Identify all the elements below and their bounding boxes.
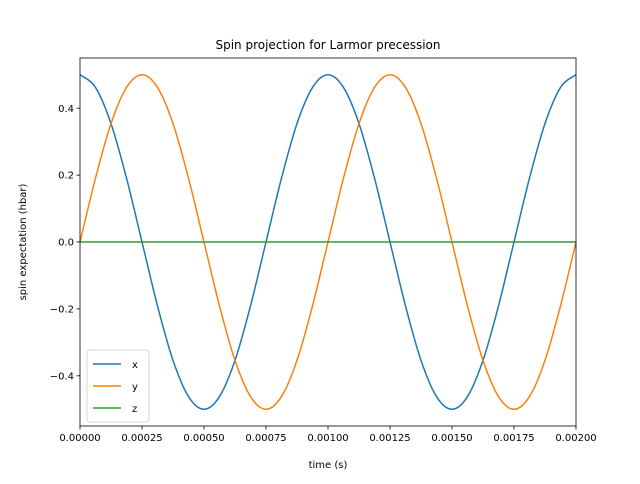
series-layer (79, 73, 577, 411)
y-tick-label: 0.4 (58, 104, 74, 115)
x-tick-label: 0.00175 (493, 433, 534, 444)
legend-label-y: y (132, 382, 138, 393)
x-tick-label: 0.00000 (59, 433, 100, 444)
x-tick-label: 0.00025 (121, 433, 162, 444)
y-tick-label: −0.4 (50, 371, 74, 382)
x-axis-label: time (s) (309, 460, 348, 471)
x-tick-label: 0.00150 (431, 433, 472, 444)
y-axis-label: spin expectation (hbar) (18, 183, 29, 300)
x-tick-label: 0.00200 (555, 433, 596, 444)
y-tick-label: 0.0 (58, 238, 74, 249)
legend-label-x: x (132, 360, 138, 371)
x-tick-label: 0.00050 (183, 433, 224, 444)
y-tick-label: −0.2 (50, 305, 74, 316)
legend-label-z: z (132, 404, 137, 415)
y-tick-label: 0.2 (58, 171, 74, 182)
x-tick-label: 0.00100 (307, 433, 348, 444)
legend: xyz (86, 349, 150, 423)
x-tick-label: 0.00075 (245, 433, 286, 444)
series-line-x (79, 73, 577, 411)
x-tick-label: 0.00125 (369, 433, 410, 444)
axes-layer: 0.00000 0.00025 0.00050 0.00075 0.00100 0.001… (50, 57, 597, 444)
chart-title: Spin projection for Larmor precession (215, 38, 440, 52)
